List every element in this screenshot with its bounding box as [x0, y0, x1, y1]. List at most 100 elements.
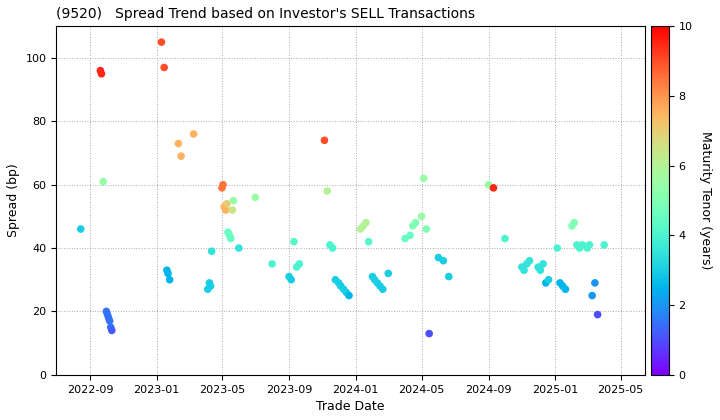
Point [372, 280, 383, 286]
Point [523, 257, 535, 264]
Point [161, 267, 173, 273]
Point [374, 283, 386, 289]
Point [321, 188, 333, 194]
Point [410, 219, 421, 226]
Point [532, 264, 544, 270]
Point [222, 229, 234, 236]
Point [285, 276, 297, 283]
Point [162, 270, 174, 277]
Point [586, 292, 598, 299]
Point [400, 235, 411, 242]
Point [369, 276, 380, 283]
Point [324, 241, 336, 248]
Point [540, 280, 552, 286]
Point [206, 248, 217, 255]
Point [483, 181, 495, 188]
Point [557, 283, 569, 289]
Point [294, 260, 305, 267]
Point [202, 286, 214, 293]
Point [433, 254, 444, 261]
Point [598, 241, 610, 248]
Point [537, 260, 549, 267]
Point [584, 241, 595, 248]
Point [221, 200, 233, 207]
Point [228, 197, 239, 204]
Point [516, 264, 528, 270]
Point [249, 194, 261, 201]
Point [225, 235, 236, 242]
Point [335, 283, 346, 289]
Point [559, 286, 571, 293]
Text: (9520)   Spread Trend based on Investor's SELL Transactions: (9520) Spread Trend based on Investor's … [56, 7, 475, 21]
Point [420, 226, 432, 232]
X-axis label: Trade Date: Trade Date [316, 400, 385, 413]
Point [338, 286, 349, 293]
Point [357, 223, 369, 229]
Point [96, 71, 107, 77]
Point [521, 260, 533, 267]
Point [283, 273, 294, 280]
Point [571, 241, 582, 248]
Point [333, 280, 344, 286]
Point [554, 280, 566, 286]
Point [319, 137, 330, 144]
Point [158, 64, 170, 71]
Y-axis label: Spread (bp): Spread (bp) [7, 164, 20, 237]
Point [487, 184, 499, 191]
Point [204, 283, 216, 289]
Point [104, 318, 115, 324]
Point [543, 276, 554, 283]
Point [266, 260, 278, 267]
Point [589, 280, 600, 286]
Point [568, 219, 580, 226]
Point [363, 239, 374, 245]
Point [418, 175, 429, 182]
Point [577, 241, 588, 248]
Point [105, 324, 117, 331]
Point [75, 226, 86, 232]
Point [217, 181, 229, 188]
Point [438, 257, 449, 264]
Point [327, 245, 338, 252]
Point [341, 289, 352, 296]
Point [574, 245, 585, 252]
Point [291, 264, 302, 270]
Point [592, 311, 603, 318]
Point [566, 223, 577, 229]
Point [343, 292, 355, 299]
Point [407, 223, 418, 229]
Point [97, 178, 109, 185]
Point [164, 276, 176, 283]
Point [173, 140, 184, 147]
Point [204, 280, 215, 286]
Point [552, 245, 563, 252]
Point [224, 232, 235, 239]
Y-axis label: Maturity Tenor (years): Maturity Tenor (years) [699, 131, 712, 270]
Point [415, 213, 427, 220]
Point [175, 153, 186, 160]
Point [518, 267, 530, 273]
Point [382, 270, 394, 277]
Point [218, 204, 230, 210]
Point [227, 207, 238, 213]
Point [355, 226, 366, 232]
Point [106, 327, 117, 334]
Point [233, 245, 245, 252]
Point [101, 308, 112, 315]
Point [582, 245, 593, 252]
Point [220, 207, 232, 213]
Point [94, 67, 106, 74]
Point [443, 273, 454, 280]
Point [330, 276, 341, 283]
Point [360, 219, 372, 226]
Point [535, 267, 546, 273]
Point [405, 232, 416, 239]
Point [288, 239, 300, 245]
Point [188, 131, 199, 137]
Point [216, 184, 228, 191]
Point [366, 273, 378, 280]
Point [102, 311, 113, 318]
Point [499, 235, 510, 242]
Point [156, 39, 167, 45]
Point [377, 286, 389, 293]
